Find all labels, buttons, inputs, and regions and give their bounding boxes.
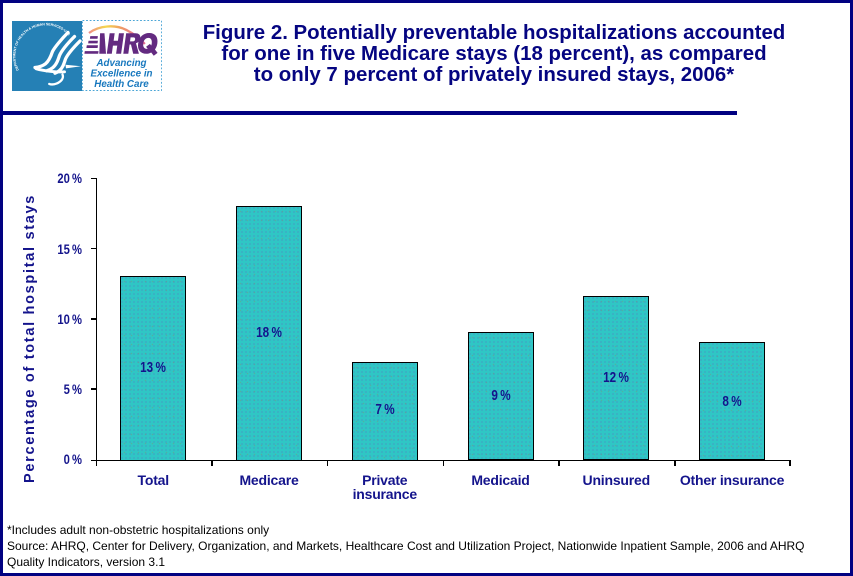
- svg-text:Excellence in: Excellence in: [90, 68, 152, 79]
- svg-text:Health Care: Health Care: [94, 79, 149, 90]
- svg-text:Advancing: Advancing: [95, 58, 146, 69]
